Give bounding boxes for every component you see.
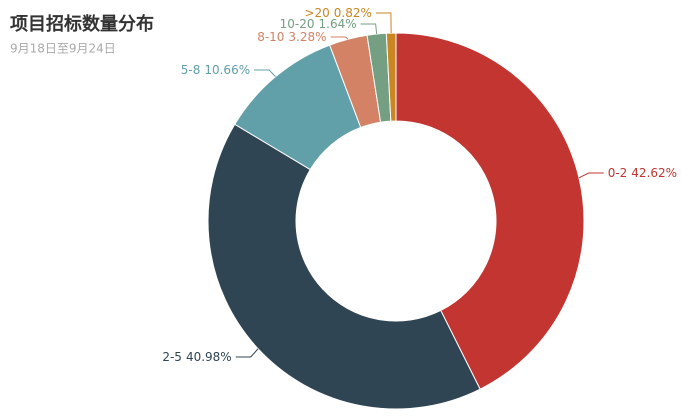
slice-value: 1.64% (319, 17, 357, 31)
slice-category: 5-8 (181, 63, 201, 77)
leader-line (375, 12, 392, 34)
slice-label: 2-5 40.98% (162, 350, 231, 364)
slice-category: 8-10 (257, 30, 284, 44)
leader-line (235, 348, 259, 358)
slice-value: 3.28% (288, 30, 326, 44)
chart-subtitle: 9月18日至9月24日 (10, 42, 116, 56)
slice-value: 0.82% (334, 6, 372, 20)
slice-value: 40.98% (186, 350, 232, 364)
slice-value: 10.66% (204, 63, 250, 77)
slice-category: 0-2 (608, 166, 628, 180)
slice-category: 2-5 (162, 350, 182, 364)
slice-label: 0-2 42.62% (608, 166, 677, 180)
pie-slice (395, 32, 585, 390)
chart-title: 项目招标数量分布 (10, 13, 154, 35)
slice-category: 10-20 (280, 17, 315, 31)
pie-slice (207, 123, 481, 410)
leader-line (578, 172, 604, 179)
leader-line (254, 69, 276, 78)
pie-slice (385, 32, 397, 122)
leader-line (360, 23, 378, 35)
slice-category: >20 (304, 6, 329, 20)
slice-label: 8-10 3.28% (257, 30, 326, 44)
slice-label: 10-20 1.64% (280, 17, 357, 31)
slice-label: 5-8 10.66% (181, 63, 250, 77)
leader-line (330, 36, 349, 40)
slice-label: >20 0.82% (304, 6, 371, 20)
slice-value: 42.62% (631, 166, 677, 180)
